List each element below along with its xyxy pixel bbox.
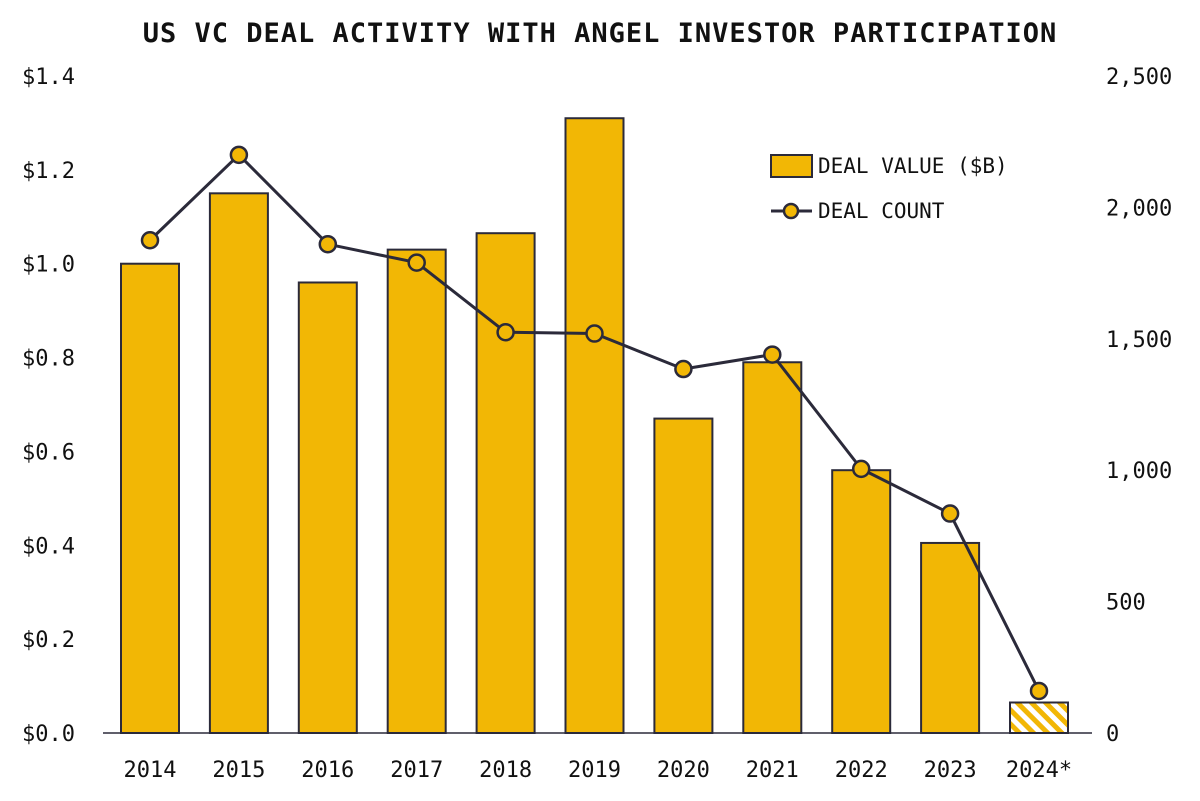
y-right-tick-label: 1,500 (1106, 328, 1172, 353)
bar-2019 (564, 117, 625, 734)
bar-2020 (653, 417, 714, 734)
bar-2014 (120, 262, 180, 734)
legend-deal-count-label: DEAL COUNT (818, 199, 945, 223)
deal-count-point-2017 (407, 253, 426, 272)
x-tick-label: 2024* (1006, 758, 1072, 783)
x-tick-label: 2016 (301, 758, 354, 783)
y-left-tick-label: $0.8 (22, 347, 75, 372)
y-right-tick-label: 2,500 (1106, 65, 1172, 90)
x-tick-label: 2014 (124, 758, 177, 783)
deal-count-point-2018 (496, 322, 515, 342)
y-right-tick-label: 1,000 (1106, 459, 1172, 484)
y-left-tick-label: $0.0 (22, 722, 75, 747)
x-tick-label: 2020 (657, 758, 710, 783)
deal-count-point-2020 (674, 359, 693, 379)
x-tick-label: 2022 (835, 758, 888, 783)
y-left-tick-label: $0.6 (22, 440, 75, 465)
x-tick-label: 2019 (568, 758, 621, 783)
deal-count-point-2016 (318, 234, 338, 254)
deal-count-point-2022 (851, 459, 871, 479)
y-left-tick-label: $0.2 (22, 628, 75, 653)
y-right-tick-label: 500 (1106, 591, 1146, 616)
y-left-tick-label: $1.2 (22, 159, 75, 184)
deal-count-point-2024-partial (1029, 681, 1049, 701)
y-right-tick-label: 0 (1106, 722, 1119, 747)
chart-title: US VC DEAL ACTIVITY WITH ANGEL INVESTOR … (143, 18, 1058, 49)
deal-count-line-layer (140, 145, 1049, 701)
bar-2018 (475, 232, 536, 734)
deal-count-point-2014 (140, 231, 160, 250)
legend: DEAL VALUE ($B) DEAL COUNT (770, 154, 1008, 223)
bar-2016 (297, 281, 358, 734)
axes-layer: $0.0 $0.2 $0.4 $0.6 $0.8 $1.0 $1.2 $1.4 0 500 1,00… (22, 65, 1172, 783)
bar-2021 (742, 361, 803, 734)
x-tick-label: 2018 (479, 758, 532, 783)
y-left-tick-label: $1.4 (22, 65, 75, 90)
bar-2024-partial (1009, 701, 1069, 734)
deal-count-point-2023 (940, 504, 960, 523)
x-tick-label: 2021 (746, 758, 799, 783)
bar-2017 (386, 248, 447, 734)
deal-count-point-2019 (585, 324, 604, 343)
legend-deal-value-label: DEAL VALUE ($B) (818, 154, 1008, 178)
x-tick-label: 2017 (390, 758, 443, 783)
legend-bar-swatch (770, 154, 813, 178)
bar-2022 (831, 469, 892, 734)
bar-2015 (208, 192, 269, 735)
y-left-tick-label: $0.4 (22, 534, 75, 559)
bar-2023 (920, 541, 981, 734)
y-right-tick-label: 2,000 (1106, 196, 1172, 221)
y-left-tick-label: $1.0 (22, 253, 75, 278)
legend-line-marker (782, 202, 800, 220)
deal-count-point-2015 (229, 145, 249, 165)
x-tick-label: 2015 (212, 758, 265, 783)
deal-count-point-2021 (763, 345, 782, 364)
x-tick-label: 2023 (924, 758, 977, 783)
